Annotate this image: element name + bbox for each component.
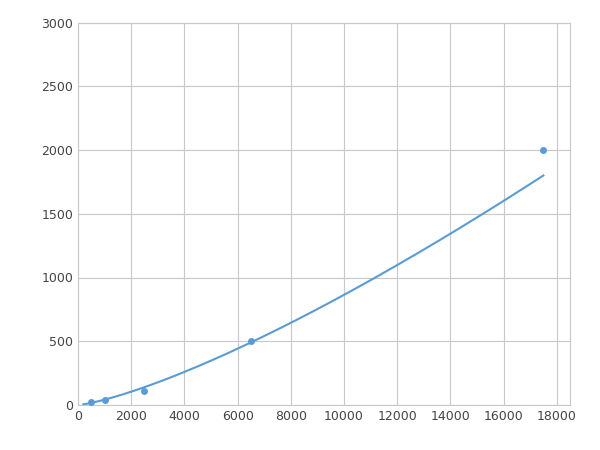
Point bbox=[86, 399, 96, 406]
Point bbox=[140, 387, 149, 395]
Point bbox=[539, 146, 548, 153]
Point bbox=[100, 396, 109, 404]
Point bbox=[246, 338, 256, 345]
